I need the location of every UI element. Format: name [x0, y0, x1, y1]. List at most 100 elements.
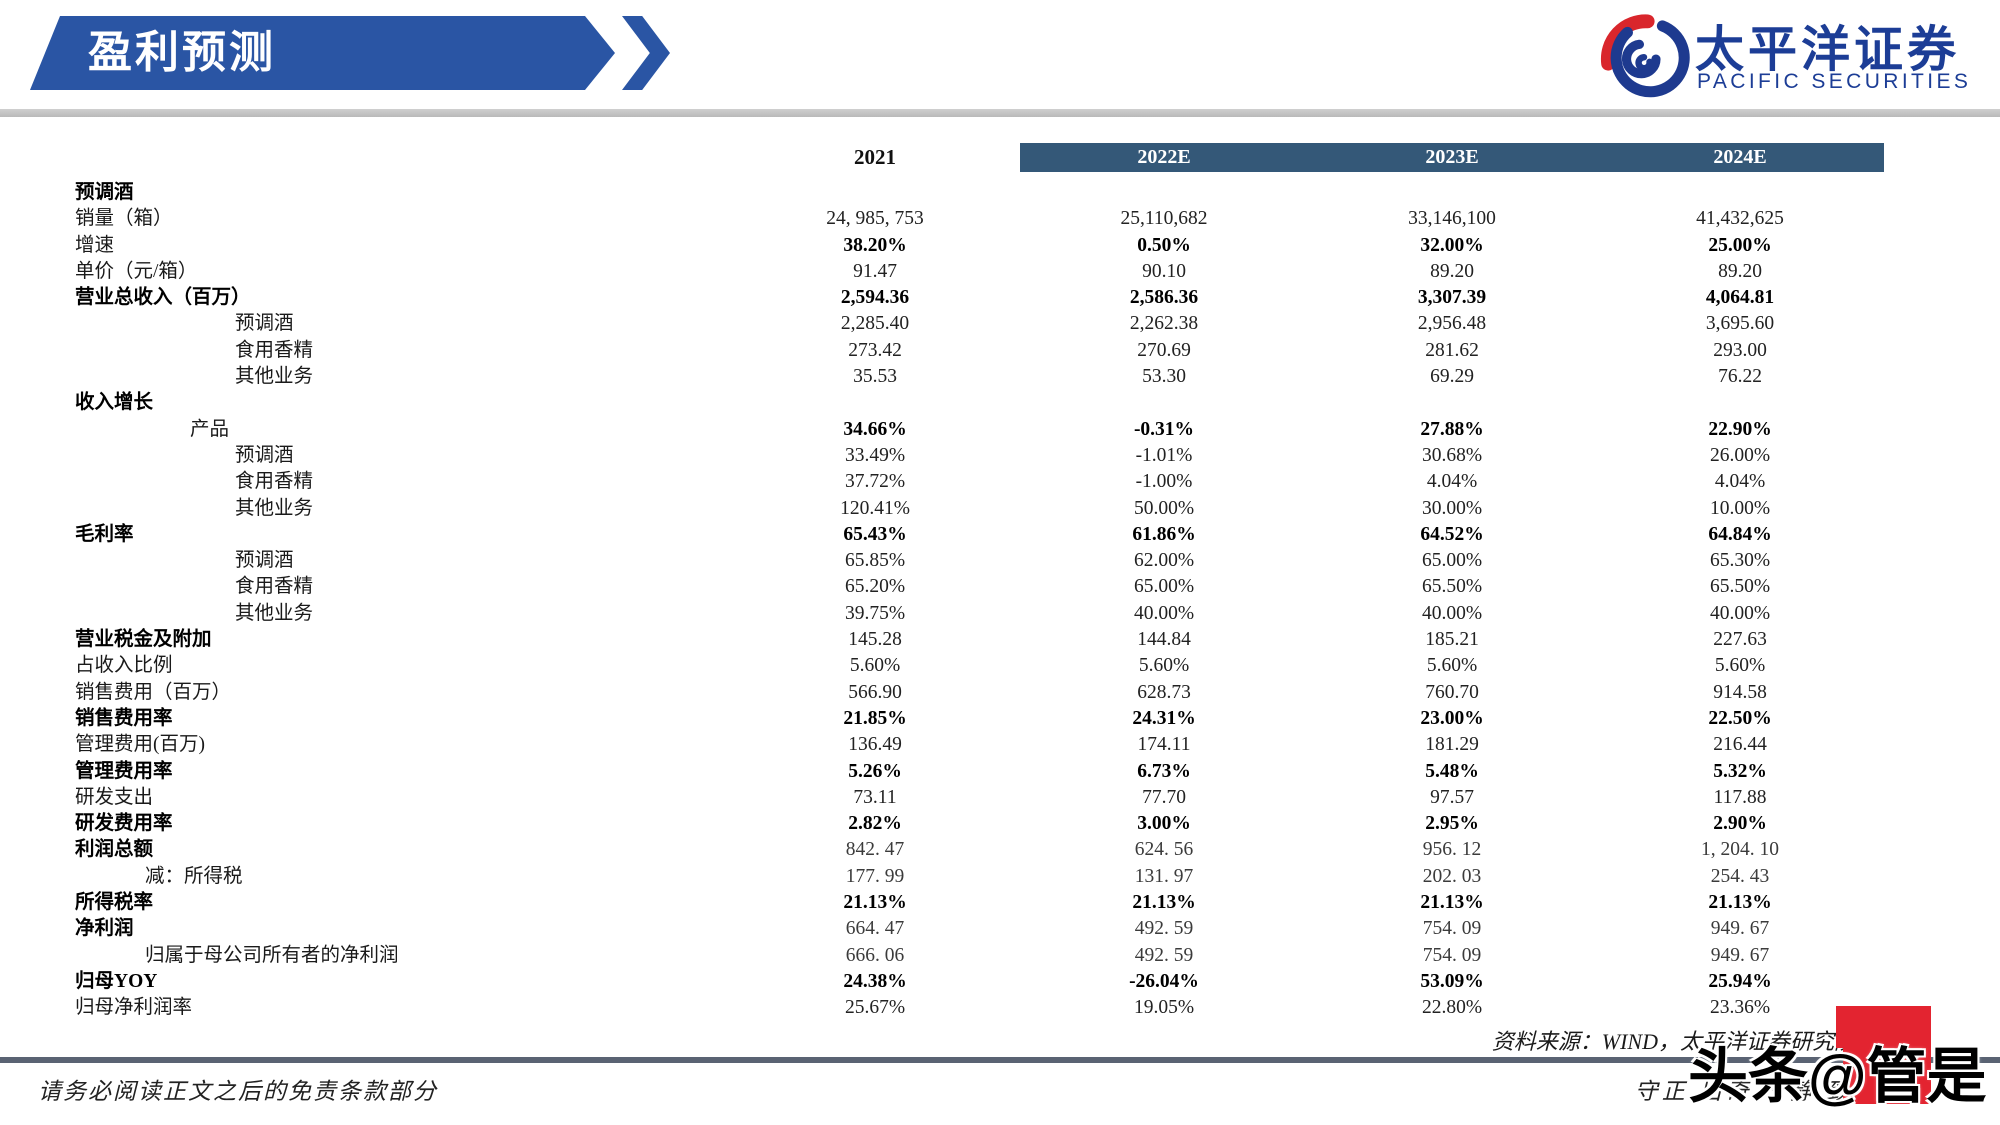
- table-row: 预调酒 65.85% 62.00% 65.00% 65.30%: [0, 548, 2000, 574]
- row-label: 管理费用率: [75, 760, 173, 782]
- cell-2021: 136.49: [848, 734, 902, 756]
- table-row: 收入增长: [0, 390, 2000, 416]
- cell-2022E: 492. 59: [1134, 944, 1194, 966]
- table-row: 其他业务 35.53 53.30 69.29 76.22: [0, 364, 2000, 390]
- table-row: 利润总额 842. 47 624. 56 956. 12 1, 204. 10: [0, 837, 2000, 863]
- pacific-securities-logo: 太平洋证券 PACIFIC SECURITIES: [1595, 8, 1995, 108]
- cell-2023E: 754. 09: [1422, 944, 1482, 966]
- table-row: 增速 38.20% 0.50% 32.00% 25.00%: [0, 233, 2000, 259]
- cell-2023E: 5.48%: [1425, 760, 1479, 782]
- cell-2022E: 2,586.36: [1129, 287, 1199, 309]
- cell-2021: 145.28: [848, 629, 902, 651]
- table-row: 销售费用（百万） 566.90 628.73 760.70 914.58: [0, 680, 2000, 706]
- cell-2021: 65.85%: [844, 550, 906, 572]
- table-row: 归属于母公司所有者的净利润 666. 06 492. 59 754. 09 949. 6…: [0, 943, 2000, 969]
- cell-2024E: 41,432,625: [1696, 208, 1784, 230]
- cell-2023E: 32.00%: [1420, 234, 1484, 256]
- cell-2023E: 2.95%: [1425, 813, 1479, 835]
- cell-2021: 664. 47: [845, 918, 905, 940]
- cell-2021: 666. 06: [845, 944, 905, 966]
- table-row: 研发费用率 2.82% 3.00% 2.95% 2.90%: [0, 811, 2000, 837]
- cell-2024E: 89.20: [1718, 260, 1762, 282]
- company-motto: 守正 出奇 宁静 致远: [1634, 1079, 1880, 1104]
- table-row: 占收入比例 5.60% 5.60% 5.60% 5.60%: [0, 653, 2000, 679]
- column-header-2023e: 2023E: [1425, 146, 1479, 168]
- cell-2024E: 65.30%: [1709, 550, 1771, 572]
- table-row: 所得税率 21.13% 21.13% 21.13% 21.13%: [0, 890, 2000, 916]
- cell-2024E: 23.36%: [1709, 997, 1771, 1019]
- cell-2024E: 21.13%: [1708, 892, 1772, 914]
- cell-2021: 273.42: [848, 339, 902, 361]
- row-label: 增速: [75, 234, 115, 256]
- table-row: 预调酒: [0, 180, 2000, 206]
- cell-2023E: 760.70: [1425, 681, 1479, 703]
- cell-2022E: 628.73: [1137, 681, 1191, 703]
- cell-2022E: 3.00%: [1137, 813, 1191, 835]
- row-label: 销售费用（百万）: [75, 681, 232, 703]
- cell-2022E: 77.70: [1142, 786, 1186, 808]
- cell-2022E: -26.04%: [1129, 970, 1199, 992]
- row-label: 预调酒: [235, 313, 294, 335]
- cell-2023E: 2,956.48: [1417, 313, 1487, 335]
- cell-2024E: 117.88: [1713, 786, 1767, 808]
- row-label: 营业总收入（百万）: [75, 287, 251, 309]
- cell-2024E: 10.00%: [1709, 497, 1771, 519]
- cell-2022E: 25,110,682: [1120, 208, 1208, 230]
- row-label: 研发费用率: [75, 813, 173, 835]
- cell-2021: 842. 47: [845, 839, 905, 861]
- cell-2021: 25.67%: [844, 997, 906, 1019]
- cell-2023E: 27.88%: [1420, 418, 1484, 440]
- table-row: 食用香精 37.72% -1.00% 4.04% 4.04%: [0, 469, 2000, 495]
- row-label: 净利润: [75, 918, 134, 940]
- title-banner: 盈利预测: [30, 16, 615, 90]
- row-label: 其他业务: [235, 366, 314, 388]
- cell-2023E: 281.62: [1425, 339, 1479, 361]
- cell-2021: 39.75%: [844, 602, 906, 624]
- footer-divider: [0, 1057, 2000, 1063]
- cell-2021: 21.85%: [843, 707, 907, 729]
- cell-2022E: 2,262.38: [1129, 313, 1199, 335]
- row-label: 利润总额: [75, 839, 154, 861]
- cell-2023E: 89.20: [1430, 260, 1474, 282]
- row-label: 预调酒: [235, 550, 294, 572]
- cell-2023E: 30.00%: [1421, 497, 1483, 519]
- disclaimer-text: 请务必阅读正文之后的免责条款部分: [38, 1079, 438, 1104]
- table-row: 其他业务 39.75% 40.00% 40.00% 40.00%: [0, 601, 2000, 627]
- cell-2021: 5.26%: [848, 760, 902, 782]
- table-row: 其他业务 120.41% 50.00% 30.00% 10.00%: [0, 496, 2000, 522]
- cell-2024E: 4.04%: [1714, 471, 1766, 493]
- table-row: 预调酒 33.49% -1.01% 30.68% 26.00%: [0, 443, 2000, 469]
- table-row: 归母净利润率 25.67% 19.05% 22.80% 23.36%: [0, 995, 2000, 1021]
- cell-2021: 65.20%: [844, 576, 906, 598]
- row-label: 归属于母公司所有者的净利润: [145, 944, 399, 966]
- cell-2022E: 6.73%: [1137, 760, 1191, 782]
- cell-2022E: 62.00%: [1133, 550, 1195, 572]
- cell-2023E: 956. 12: [1422, 839, 1482, 861]
- cell-2024E: 5.32%: [1713, 760, 1767, 782]
- watermark-red-block-top: [1836, 1006, 1931, 1048]
- logo-english-name: PACIFIC SECURITIES: [1697, 70, 1972, 93]
- table-row: 产品 34.66% -0.31% 27.88% 22.90%: [0, 417, 2000, 443]
- cell-2024E: 65.50%: [1709, 576, 1771, 598]
- cell-2023E: 40.00%: [1421, 602, 1483, 624]
- cell-2024E: 1, 204. 10: [1701, 839, 1779, 861]
- row-label: 减：所得税: [145, 865, 243, 887]
- cell-2022E: 21.13%: [1132, 892, 1196, 914]
- row-label: 毛利率: [75, 523, 134, 545]
- cell-2022E: -1.00%: [1135, 471, 1193, 493]
- table-row: 管理费用(百万) 136.49 174.11 181.29 216.44: [0, 732, 2000, 758]
- row-label: 研发支出: [75, 786, 154, 808]
- cell-2022E: -1.01%: [1135, 444, 1193, 466]
- row-label: 预调酒: [75, 182, 134, 203]
- forecast-table-rows: 预调酒 销量（箱） 24, 985, 753 25,110,682 33,146,100…: [0, 180, 2000, 1022]
- cell-2024E: 22.50%: [1708, 707, 1772, 729]
- cell-2021: 37.72%: [844, 471, 906, 493]
- cell-2022E: 19.05%: [1133, 997, 1195, 1019]
- table-row: 食用香精 273.42 270.69 281.62 293.00: [0, 338, 2000, 364]
- row-label: 食用香精: [235, 471, 314, 493]
- cell-2021: 34.66%: [843, 418, 907, 440]
- cell-2022E: 53.30: [1142, 366, 1186, 388]
- logo-chinese-name: 太平洋证券: [1695, 23, 1961, 77]
- cell-2023E: 21.13%: [1420, 892, 1484, 914]
- cell-2022E: 50.00%: [1133, 497, 1195, 519]
